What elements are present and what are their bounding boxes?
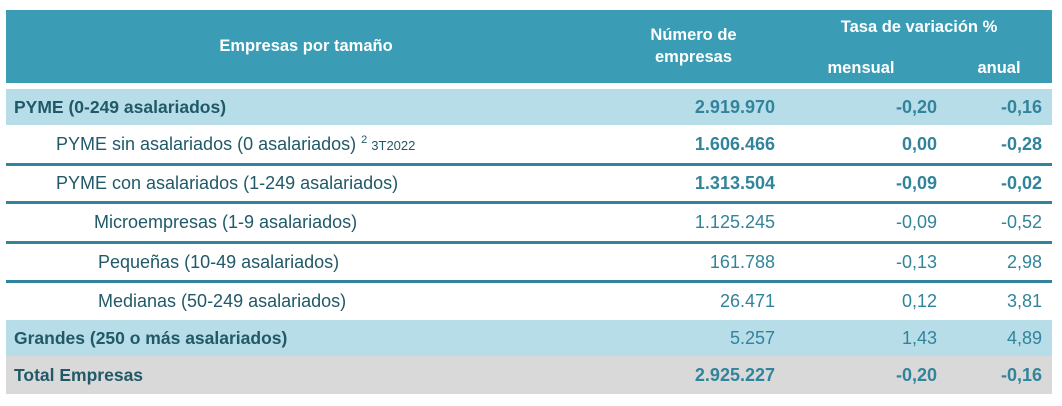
header-monthly: mensual: [827, 59, 895, 77]
row-label: Medianas (50-249 asalariados): [98, 291, 347, 311]
row-label: PYME (0-249 asalariados): [14, 96, 227, 117]
row-monthly: -0,20: [895, 96, 937, 117]
table-header: Empresas por tamaño Número de empresas T…: [6, 10, 1052, 83]
row-annual: -0,28: [1000, 133, 1042, 154]
row-label: Grandes (250 o más asalariados): [14, 327, 288, 348]
header-annual: anual: [977, 59, 1021, 77]
row-number: 5.257: [729, 327, 775, 348]
row-annual: 2,98: [1006, 251, 1042, 272]
table-row-microempresas: Microempresas (1-9 asalariados) 1.125.24…: [6, 204, 1052, 244]
row-label: Pequeñas (10-49 asalariados): [98, 251, 340, 272]
table-row-medianas: Medianas (50-249 asalariados) 26.471 0,1…: [6, 283, 1052, 320]
row-number: 2.919.970: [694, 96, 775, 117]
footnote-marker: 2: [361, 133, 368, 146]
row-monthly: -0,09: [895, 212, 937, 232]
row-label: PYME sin asalariados (0 asalariados) 2 3T…: [6, 134, 606, 155]
table-row-pyme-total: PYME (0-249 asalariados) 2.919.970 -0,20…: [6, 89, 1052, 125]
row-number: 1.125.245: [694, 212, 775, 232]
row-monthly: 1,43: [901, 327, 937, 348]
row-label: Microempresas (1-9 asalariados): [94, 212, 358, 232]
row-monthly: 0,12: [901, 291, 937, 311]
row-number: 26.471: [719, 291, 775, 311]
row-note: 3T2022: [371, 137, 416, 153]
row-monthly: -0,13: [895, 251, 937, 272]
table-row-total: Total Empresas 2.925.227 -0,20 -0,16: [6, 356, 1052, 394]
row-number: 1.606.466: [694, 133, 775, 154]
row-annual: 3,81: [1006, 291, 1042, 311]
table-row-pyme-sin-asalariados: PYME sin asalariados (0 asalariados) 2 3T…: [6, 125, 1052, 166]
row-label: PYME con asalariados (1-249 asalariados): [56, 173, 399, 193]
row-annual: -0,52: [1000, 212, 1042, 232]
row-number: 161.788: [709, 251, 775, 272]
row-annual: -0,16: [1000, 364, 1042, 385]
table-row-grandes: Grandes (250 o más asalariados) 5.257 1,…: [6, 320, 1052, 356]
row-annual: -0,02: [1000, 173, 1042, 193]
row-number: 1.313.504: [694, 173, 775, 193]
row-annual: -0,16: [1000, 96, 1042, 117]
row-monthly: -0,09: [895, 173, 937, 193]
header-size-label: Empresas por tamaño: [219, 37, 393, 55]
row-monthly: 0,00: [901, 133, 937, 154]
header-rate-group: Tasa de variación %: [840, 18, 998, 36]
row-label: Total Empresas: [14, 364, 144, 385]
header-number-line1: Número de: [650, 26, 737, 44]
companies-by-size-table: Empresas por tamaño Número de empresas T…: [6, 10, 1052, 394]
table-row-pyme-con-asalariados: PYME con asalariados (1-249 asalariados)…: [6, 166, 1052, 204]
row-annual: 4,89: [1006, 327, 1042, 348]
header-number-line2: empresas: [654, 48, 733, 66]
row-monthly: -0,20: [895, 364, 937, 385]
row-label-text: PYME sin asalariados (0 asalariados): [56, 133, 357, 154]
table-row-pequenas: Pequeñas (10-49 asalariados) 161.788 -0,…: [6, 244, 1052, 283]
header-number-of-companies: Número de empresas: [606, 24, 781, 68]
row-number: 2.925.227: [694, 364, 775, 385]
